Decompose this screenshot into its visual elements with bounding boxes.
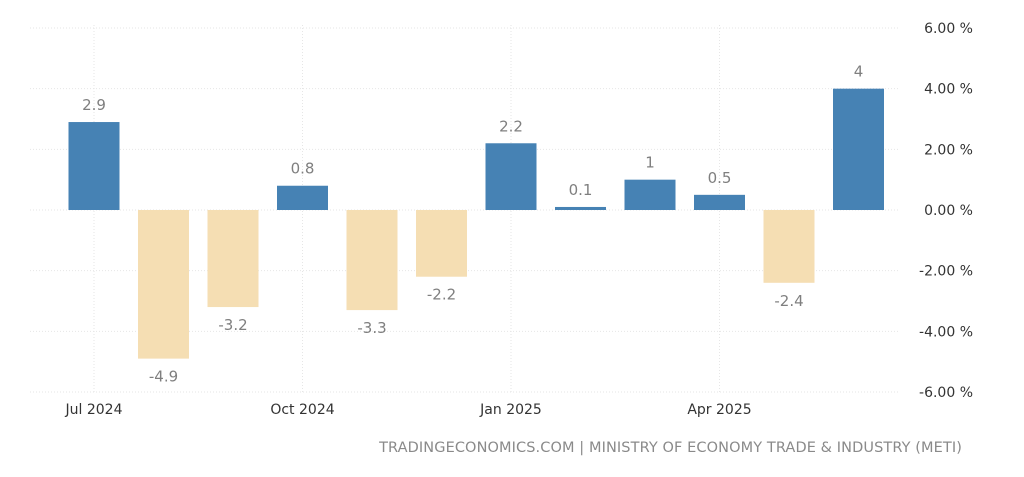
data-label: 2.2 [499, 117, 523, 135]
bar [624, 179, 676, 210]
bar [555, 206, 606, 210]
y-tick-label: -2.00 % [919, 264, 973, 280]
data-labels: 2.9 -4.9 -3.2 0.8 -3.3 -2.2 2.2 0.1 1 0.5 -2.4 4 [82, 63, 863, 386]
data-label: 4 [854, 63, 864, 81]
bar [277, 185, 328, 210]
x-tick-label: Jul 2024 [65, 402, 123, 418]
data-label: 0.5 [708, 169, 732, 187]
bar [763, 210, 815, 283]
y-tick-label: 0.00 % [924, 203, 973, 219]
data-label: -3.2 [218, 316, 247, 334]
bar [68, 122, 120, 210]
y-axis: 6.00 % 4.00 % 2.00 % 0.00 % -2.00 % -4.00 % -6… [919, 21, 973, 401]
bar [346, 210, 398, 311]
data-label: 0.8 [291, 160, 315, 178]
bar [138, 210, 189, 359]
bar [694, 194, 745, 210]
x-tick-label: Apr 2025 [687, 402, 751, 418]
data-label: -4.9 [149, 368, 178, 386]
bar [833, 88, 884, 210]
data-label: 2.9 [82, 96, 106, 114]
data-label: 1 [645, 154, 655, 172]
x-tick-label: Jan 2025 [479, 402, 542, 418]
bar [207, 210, 259, 308]
x-tick-label: Oct 2024 [270, 402, 334, 418]
y-tick-label: 4.00 % [924, 82, 973, 98]
bar [485, 143, 537, 210]
y-tick-label: 2.00 % [924, 142, 973, 158]
data-label: -3.3 [357, 319, 386, 337]
x-axis: Jul 2024 Oct 2024 Jan 2025 Apr 2025 [65, 402, 752, 418]
data-label: -2.2 [427, 286, 456, 304]
data-label: 0.1 [569, 181, 593, 199]
bars [68, 88, 884, 359]
source-attribution: TRADINGECONOMICS.COM | MINISTRY OF ECONO… [379, 440, 962, 456]
y-tick-label: 6.00 % [924, 21, 973, 37]
y-tick-label: -4.00 % [919, 324, 973, 340]
bar [416, 210, 467, 277]
y-tick-label: -6.00 % [919, 385, 973, 401]
data-label: -2.4 [774, 292, 803, 310]
